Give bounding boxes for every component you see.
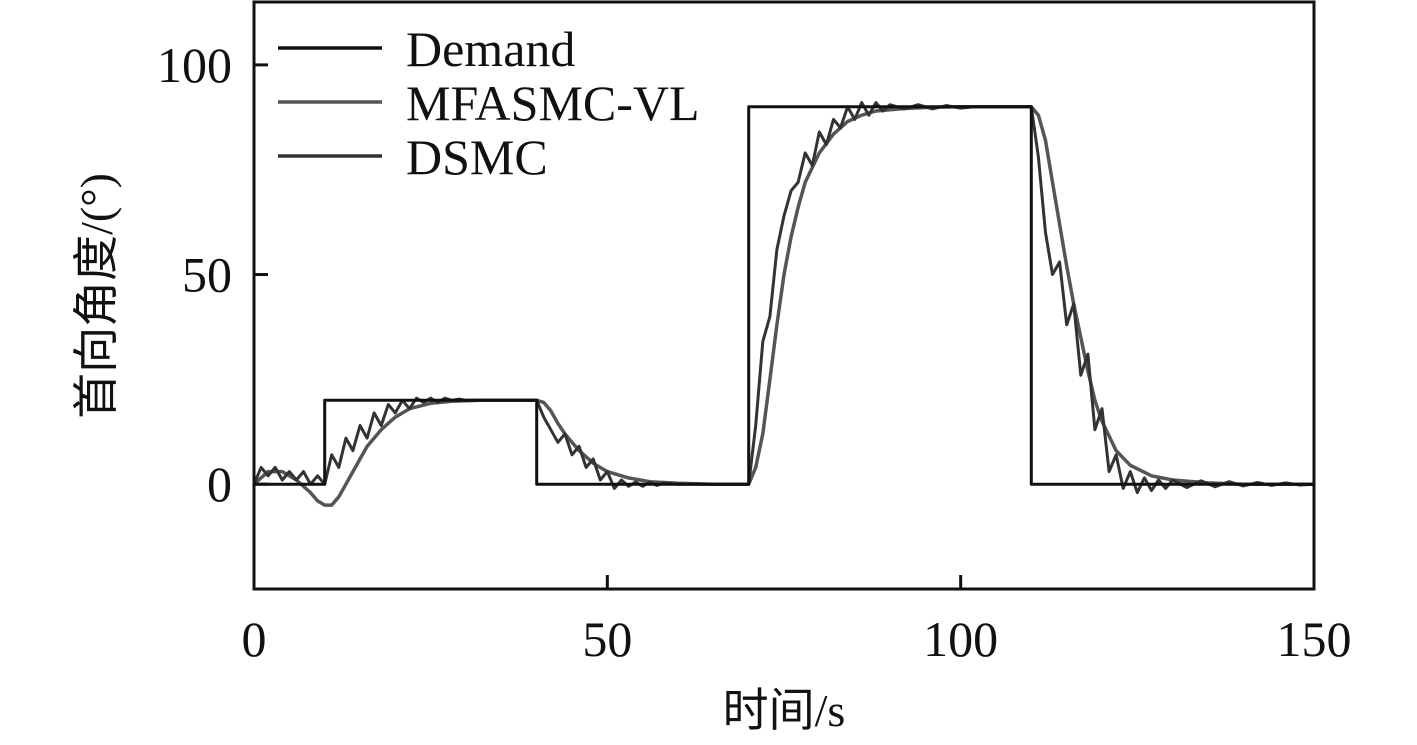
y-axis-title: 首向角度/(°) xyxy=(71,173,122,419)
plot-frame xyxy=(252,0,1316,591)
series-line-dsmc xyxy=(254,101,1314,495)
x-axis-title: 时间/s xyxy=(723,685,846,736)
x-tick-label: 100 xyxy=(923,611,998,667)
x-tick-label: 0 xyxy=(242,611,267,667)
y-tick-label: 50 xyxy=(182,247,232,303)
legend-label-mfasmc-vl: MFASMC-VL xyxy=(406,75,700,131)
plot-lines xyxy=(254,101,1314,507)
series-line-demand xyxy=(254,105,1314,486)
x-tick-label: 150 xyxy=(1277,611,1352,667)
y-tick-label: 0 xyxy=(207,456,232,512)
y-tick-label: 100 xyxy=(157,37,232,93)
legend-label-dsmc: DSMC xyxy=(406,129,548,185)
axis-ticks xyxy=(252,63,1316,589)
series-line-mfasmc-vl xyxy=(254,105,1314,507)
x-tick-label: 50 xyxy=(582,611,632,667)
axis-tick-labels: 0 50 100 150 0 50 100 xyxy=(157,37,1352,667)
legend-label-demand: Demand xyxy=(406,21,575,77)
